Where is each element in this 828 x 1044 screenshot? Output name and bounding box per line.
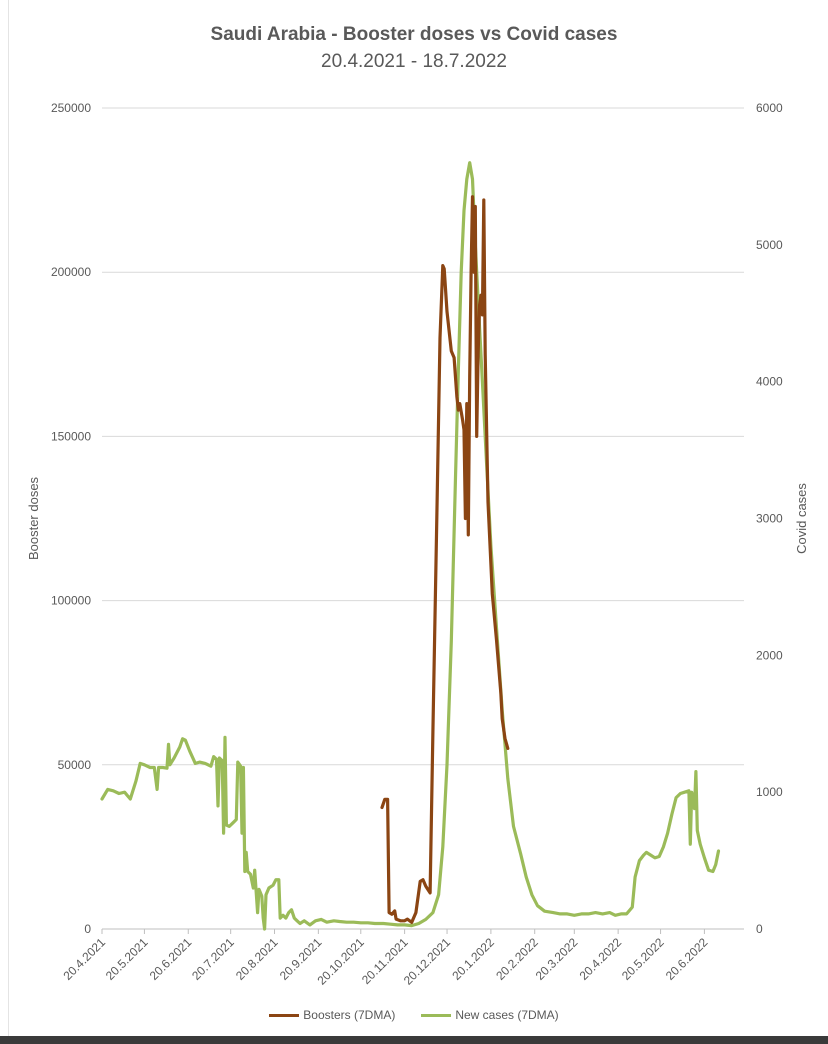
chart-title: Saudi Arabia - Booster doses vs Covid ca… — [210, 24, 618, 45]
y-tick-label-right: 2000 — [756, 648, 783, 662]
y-tick-label-left: 0 — [84, 922, 91, 936]
legend-label-boosters: Boosters (7DMA) — [303, 1008, 396, 1022]
x-tick-label: 20.5.2022 — [619, 935, 667, 983]
y-tick-label-left: 50000 — [58, 758, 92, 772]
y-tick-label-left: 200000 — [51, 265, 91, 279]
chart-legend: Boosters (7DMA) New cases (7DMA) — [0, 1008, 828, 1022]
series-line-new-cases — [100, 161, 721, 931]
y-axis-title-right: Covid cases — [794, 483, 809, 554]
x-tick-label: 20.12.2021 — [401, 935, 454, 988]
x-tick-label: 20.3.2022 — [533, 935, 581, 983]
sheet-gridline — [8, 0, 9, 1036]
legend-label-new-cases: New cases (7DMA) — [455, 1008, 559, 1022]
y-tick-label-right: 5000 — [756, 238, 783, 252]
x-tick-label: 20.8.2021 — [233, 935, 281, 983]
x-tick-label: 20.7.2021 — [189, 935, 237, 983]
legend-swatch-new-cases — [421, 1013, 452, 1017]
x-tick-label: 20.10.2021 — [315, 935, 368, 988]
y-tick-label-right: 1000 — [756, 785, 783, 799]
y-tick-label-left: 100000 — [51, 594, 91, 608]
x-tick-label: 20.4.2021 — [60, 935, 108, 983]
y-tick-label-right: 4000 — [756, 375, 783, 389]
x-tick-label: 20.4.2022 — [577, 935, 625, 983]
x-tick-label: 20.2.2022 — [493, 935, 541, 983]
y-tick-label-right: 6000 — [756, 101, 783, 115]
window-bottom-border — [0, 1036, 828, 1044]
series-line-boosters — [380, 195, 510, 925]
legend-item-boosters: Boosters (7DMA) — [269, 1008, 395, 1022]
x-tick-label: 20.5.2021 — [103, 935, 151, 983]
x-tick-label: 20.6.2021 — [147, 935, 195, 983]
legend-item-new-cases: New cases (7DMA) — [421, 1008, 559, 1022]
y-tick-label-right: 0 — [756, 922, 763, 936]
y-tick-label-left: 150000 — [51, 429, 91, 443]
legend-swatch-boosters — [269, 1013, 300, 1017]
x-tick-label: 20.1.2022 — [449, 935, 497, 983]
y-tick-label-right: 3000 — [756, 512, 783, 526]
chart-subtitle: 20.4.2021 - 18.7.2022 — [321, 51, 507, 72]
y-axis-title-left: Booster doses — [26, 476, 41, 560]
x-tick-label: 20.6.2022 — [663, 935, 711, 983]
y-tick-label-left: 250000 — [51, 101, 91, 115]
